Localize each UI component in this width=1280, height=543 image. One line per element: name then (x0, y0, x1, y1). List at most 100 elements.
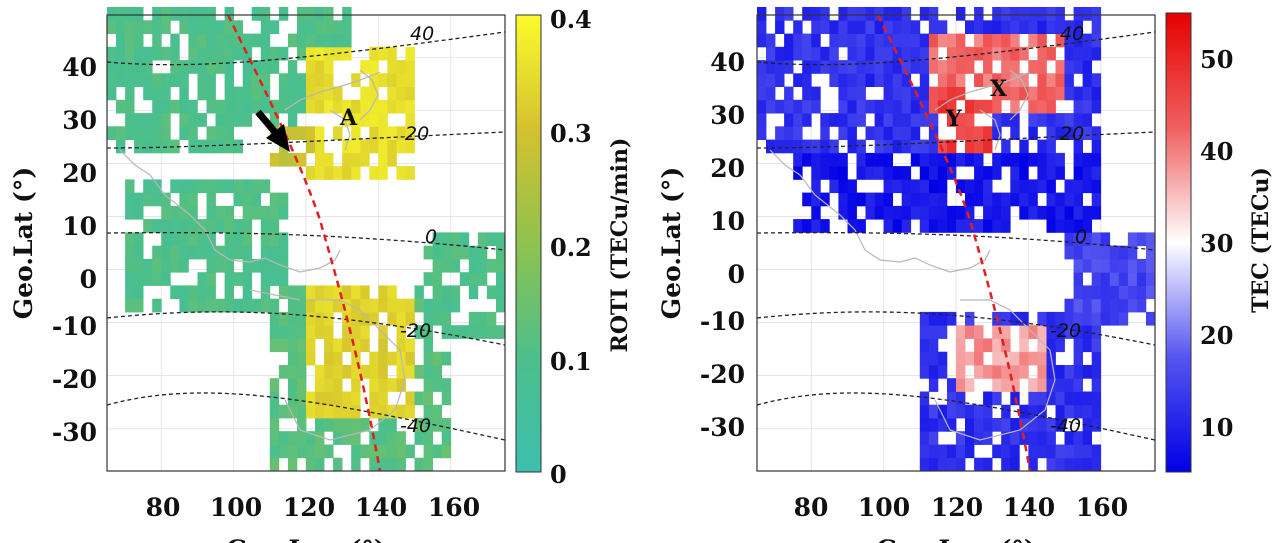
roti-heatmap-cell (396, 338, 406, 353)
tec-heatmap-cell (874, 152, 884, 167)
tec-heatmap-cell (1001, 444, 1011, 459)
roti-heatmap-cell (206, 126, 216, 140)
tec-heatmap-cell (856, 192, 866, 207)
tec-heatmap-cell (874, 192, 884, 207)
roti-y-axis-label: Geo.Lat (°) (9, 167, 38, 319)
tec-heatmap-cell (956, 431, 966, 445)
roti-heatmap-cell (306, 99, 316, 114)
roti-heatmap-cell (152, 33, 162, 48)
roti-heatmap-cell (396, 311, 406, 326)
roti-xtick-120: 120 (283, 493, 335, 522)
tec-heatmap-cell (883, 99, 893, 114)
tec-colorbar (1165, 12, 1192, 473)
roti-heatmap-cell (306, 404, 316, 419)
roti-heatmap-cell (369, 166, 379, 180)
tec-heatmap-cell (883, 219, 893, 233)
roti-heatmap-cell (378, 418, 388, 432)
tec-heatmap-cell (1082, 404, 1092, 419)
tec-heatmap-cell (974, 325, 984, 339)
roti-heatmap-cell (179, 285, 189, 300)
roti-heatmap-cell (215, 20, 225, 34)
roti-heatmap-cell (496, 272, 506, 286)
tec-heatmap-cell (965, 139, 975, 154)
tec-heatmap-cell (983, 126, 993, 140)
tec-heatmap-cell (1046, 219, 1056, 233)
roti-heatmap-cell (125, 113, 135, 127)
roti-heatmap-cell (260, 272, 271, 286)
roti-heatmap-cell (179, 99, 189, 114)
roti-contour-label-m40: -40 (400, 415, 431, 437)
roti-heatmap-cell (161, 20, 171, 34)
tec-heatmap-cell (883, 152, 893, 167)
tec-heatmap-cell (1082, 431, 1092, 445)
roti-heatmap-cell (378, 365, 388, 379)
roti-heatmap-cell (378, 113, 388, 127)
roti-heatmap-cell (378, 46, 388, 61)
tec-heatmap-cell (1100, 298, 1111, 313)
tec-heatmap-cell (1001, 457, 1011, 472)
roti-heatmap-cell (351, 113, 361, 127)
tec-heatmap-cell (1037, 166, 1047, 180)
tec-heatmap-cell (947, 60, 957, 74)
tec-heatmap-cell (1046, 444, 1056, 459)
tec-heatmap-cell (928, 166, 939, 180)
tec-heatmap-cell (947, 404, 957, 419)
tec-heatmap-cell (1037, 391, 1047, 406)
tec-heatmap-cell (829, 33, 839, 48)
tec-heatmap-cell (1091, 457, 1102, 472)
roti-heatmap-cell (278, 245, 289, 260)
roti-heatmap-cell (324, 391, 334, 406)
roti-heatmap-cell (206, 285, 216, 300)
roti-heatmap-cell (360, 444, 370, 459)
tec-y-axis-label: Geo.Lat (°) (657, 167, 686, 319)
roti-heatmap-cell (351, 457, 361, 472)
tec-heatmap-cell (992, 338, 1002, 353)
tec-heatmap-cell (1082, 7, 1092, 21)
tec-ytick-m10: -10 (700, 307, 745, 336)
roti-heatmap-cell (342, 404, 352, 419)
roti-heatmap-cell (360, 311, 370, 326)
roti-heatmap-cell (188, 113, 198, 127)
roti-heatmap-cell (423, 391, 433, 406)
roti-heatmap-cell (287, 378, 298, 392)
tec-heatmap-cell (1073, 272, 1083, 286)
tec-heatmap-cell (1055, 404, 1065, 419)
tec-heatmap-cell (829, 46, 839, 61)
roti-heatmap-cell (432, 351, 442, 366)
roti-heatmap-cell (333, 457, 343, 472)
tec-heatmap-cell (829, 60, 839, 74)
roti-annotation-a: A (339, 105, 358, 131)
tec-contour-label-20: 20 (1060, 123, 1084, 145)
roti-heatmap-cell (260, 20, 271, 34)
roti-heatmap-cell (315, 391, 325, 406)
roti-cbtick-0: 0 (550, 460, 567, 489)
tec-heatmap-cell (1082, 205, 1092, 220)
roti-heatmap-cell (278, 431, 289, 445)
roti-heatmap-cell (251, 99, 262, 114)
tec-heatmap-cell (1091, 351, 1102, 366)
roti-heatmap-cell (278, 86, 289, 101)
roti-heatmap-cell (423, 338, 433, 353)
tec-heatmap-cell (1037, 418, 1047, 432)
roti-heatmap-cell (351, 166, 361, 180)
tec-heatmap-cell (847, 33, 857, 48)
roti-heatmap-cell (378, 126, 388, 140)
roti-heatmap-cell (297, 311, 307, 326)
tec-heatmap-cell (937, 60, 948, 74)
roti-heatmap-cell (324, 166, 334, 180)
roti-heatmap-cell (287, 298, 298, 313)
tec-heatmap-cell (910, 113, 921, 127)
roti-heatmap-cell (333, 99, 343, 114)
tec-heatmap-cell (1073, 20, 1083, 34)
tec-heatmap-cell (1091, 192, 1102, 207)
tec-heatmap-cell (1019, 351, 1029, 366)
roti-heatmap-cell (170, 258, 180, 273)
roti-heatmap-cell (351, 431, 361, 445)
tec-heatmap-cell (1046, 311, 1056, 326)
roti-heatmap-cell (152, 46, 162, 61)
tec-heatmap-cell (1019, 179, 1029, 194)
roti-ytick-10: 10 (62, 212, 97, 241)
roti-heatmap-cell (152, 192, 162, 207)
tec-heatmap-cell (992, 365, 1002, 379)
roti-heatmap-cell (287, 431, 298, 445)
